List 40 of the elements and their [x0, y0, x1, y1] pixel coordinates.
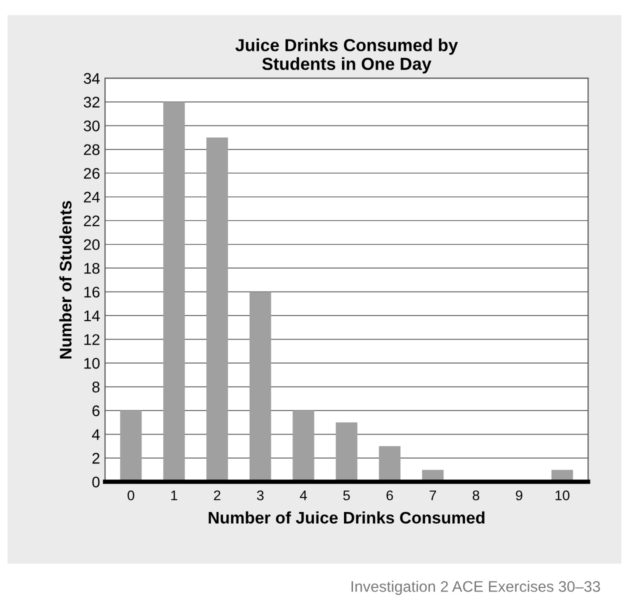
y-tick-label: 34 [84, 73, 100, 84]
x-tick-label: 9 [516, 490, 522, 500]
y-tick-label: 2 [92, 452, 100, 464]
y-tick-label: 10 [84, 358, 100, 369]
y-tick-label: 28 [84, 144, 100, 156]
bar [378, 446, 400, 482]
y-tick-label: 4 [92, 429, 100, 440]
y-tick-label: 32 [84, 96, 100, 108]
x-axis-title: Number of Juice Drinks Consumed [208, 511, 484, 524]
bar [292, 410, 314, 482]
x-tick-label: 2 [214, 490, 220, 500]
y-tick-label: 16 [84, 286, 100, 298]
y-tick-label: 24 [84, 192, 100, 202]
bar [206, 138, 228, 482]
bar [163, 102, 185, 482]
y-tick-label: 14 [84, 310, 100, 322]
text: Investigation 2 ACE Exercises 30–33 [352, 580, 600, 595]
y-tick-label: 20 [84, 239, 100, 250]
x-tick-label: 1 [171, 490, 178, 500]
x-tick-label: 0 [128, 490, 134, 500]
x-tick-label: 8 [472, 490, 480, 500]
y-tick-label: 30 [84, 120, 100, 132]
y-tick-label: 22 [84, 215, 100, 226]
y-tick-label: 8 [92, 382, 100, 392]
x-tick-label: 6 [386, 490, 393, 500]
x-tick-label: 4 [300, 490, 307, 500]
x-tick-label: 7 [430, 490, 436, 500]
bar [336, 422, 358, 482]
x-tick-label: 5 [343, 490, 350, 500]
y-tick-label: 0 [92, 476, 100, 488]
y-tick-label: 18 [84, 262, 100, 274]
x-tick-label: 3 [256, 490, 264, 500]
x-tick-label: 10 [556, 490, 570, 500]
bar [120, 410, 142, 482]
y-tick-label: 26 [84, 168, 100, 179]
y-axis-title: Number of Students [59, 201, 72, 358]
bar [250, 292, 272, 482]
y-tick-label: 6 [92, 405, 100, 416]
chart-title: Juice Drinks Consumed by Students in One Day [235, 38, 458, 74]
y-tick-label: 12 [84, 334, 100, 345]
